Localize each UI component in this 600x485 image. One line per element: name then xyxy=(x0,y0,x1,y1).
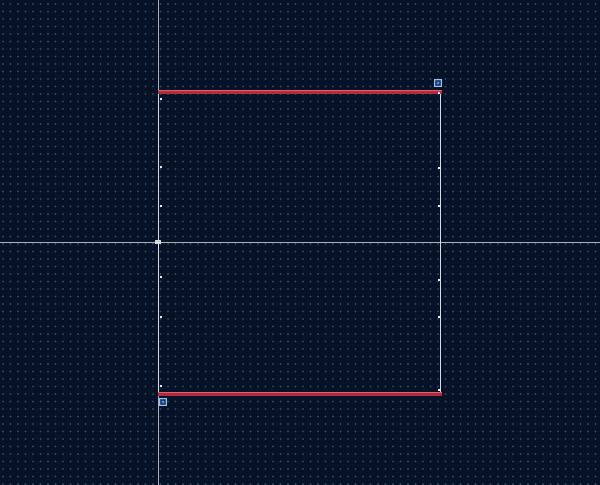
vertex-point[interactable] xyxy=(160,316,162,318)
horizontal-axis-line xyxy=(0,242,600,243)
vertex-point[interactable] xyxy=(438,167,440,169)
top-right-resize-handle-icon[interactable] xyxy=(434,79,442,87)
selected-bottom-edge[interactable] xyxy=(158,392,442,396)
vertex-point[interactable] xyxy=(438,92,440,94)
resize-handle-icon xyxy=(160,399,166,405)
vertex-point[interactable] xyxy=(438,316,440,318)
selected-top-edge[interactable] xyxy=(158,90,442,94)
vertex-point[interactable] xyxy=(160,205,162,207)
vertex-point[interactable] xyxy=(160,98,162,100)
vertex-point[interactable] xyxy=(438,389,440,391)
resize-handle-icon xyxy=(435,80,441,86)
selected-rectangle-outline[interactable] xyxy=(158,91,441,394)
vertex-point[interactable] xyxy=(438,205,440,207)
vertex-point[interactable] xyxy=(160,276,162,278)
vertex-point[interactable] xyxy=(438,279,440,281)
bottom-left-resize-handle-icon[interactable] xyxy=(159,398,167,406)
vertex-point[interactable] xyxy=(160,166,162,168)
vertex-point[interactable] xyxy=(160,385,162,387)
